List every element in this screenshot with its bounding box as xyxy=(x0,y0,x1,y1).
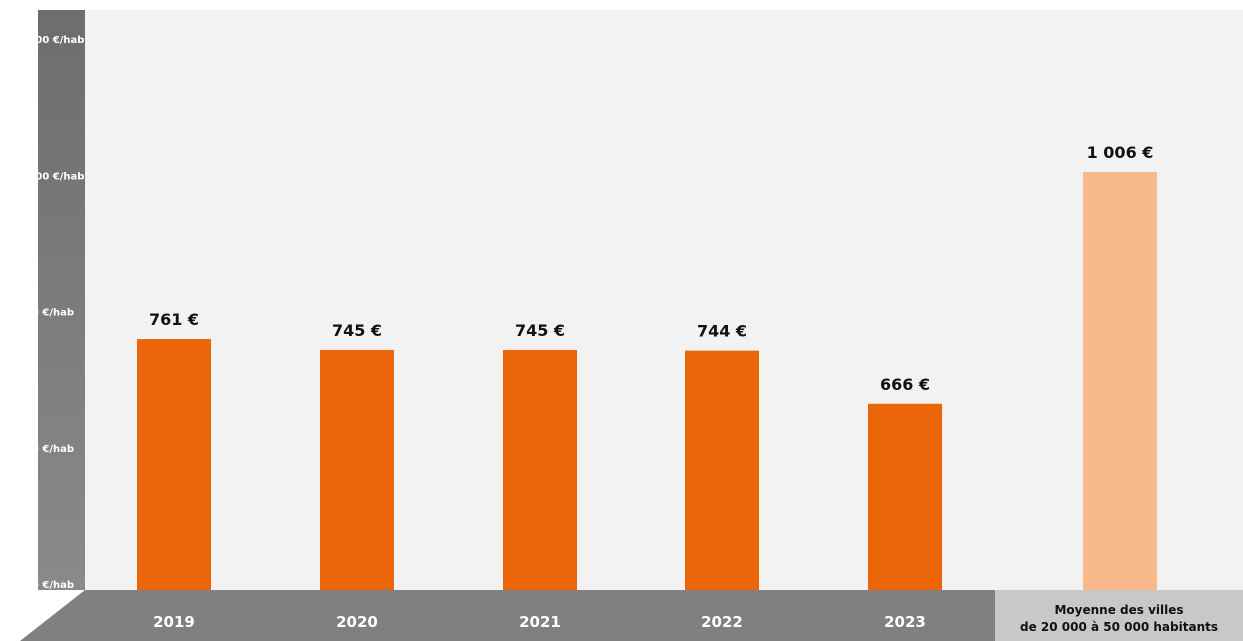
x-axis-band xyxy=(20,590,995,641)
x-tick-label-reference: Moyenne des villes xyxy=(1054,603,1183,617)
bar-2023 xyxy=(868,403,942,590)
x-tick-label: 2023 xyxy=(884,613,926,631)
value-label: 745 € xyxy=(332,321,382,340)
x-axis-reference-band xyxy=(995,590,1243,641)
y-axis-band xyxy=(38,10,85,590)
value-label: 744 € xyxy=(697,322,747,341)
value-label: 1 006 € xyxy=(1087,143,1154,162)
bars xyxy=(137,172,1157,590)
y-tick-label: 1 200 €/hab xyxy=(18,35,84,46)
value-labels: 761 € 745 € 745 € 744 € 666 € 1 006 € xyxy=(149,143,1153,394)
y-tick-label: 1 000 €/hab xyxy=(18,171,84,182)
x-tick-label-reference: de 20 000 à 50 000 habitants xyxy=(1020,620,1218,634)
x-tick-label: 2020 xyxy=(336,613,378,631)
bar-reference-average xyxy=(1083,172,1157,590)
x-tick-label: 2022 xyxy=(701,613,743,631)
x-tick-label: 2021 xyxy=(519,613,561,631)
value-label: 666 € xyxy=(880,375,930,394)
bar-2022 xyxy=(685,350,759,590)
y-tick-label: 600 €/hab xyxy=(18,444,74,455)
value-label: 761 € xyxy=(149,310,199,329)
y-tick-label: 800 €/hab xyxy=(18,308,74,319)
plot-background xyxy=(85,10,1243,590)
bar-2019 xyxy=(137,339,211,590)
x-tick-label: 2019 xyxy=(153,613,195,631)
value-label: 745 € xyxy=(515,321,565,340)
x-axis-labels: 2019 2020 2021 2022 2023 Moyenne des villes de… xyxy=(153,603,1218,634)
bar-2020 xyxy=(320,349,394,590)
y-tick-label: 400 €/hab xyxy=(18,580,74,591)
bar-2021 xyxy=(503,349,577,590)
y-axis-ticks: 400 €/hab 600 €/hab 800 €/hab 1 000 €/hab 1 … xyxy=(18,35,84,591)
